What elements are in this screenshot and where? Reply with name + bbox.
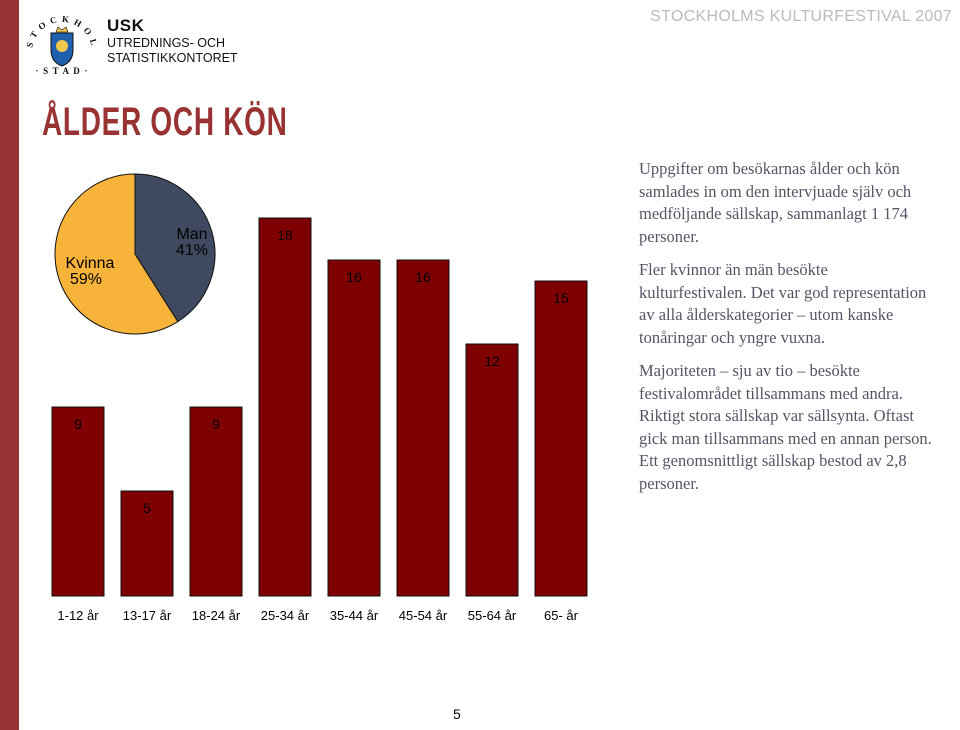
stockholms-stad-logo: S T O C K H O L M S · S T A D · [24, 8, 99, 76]
x-tick-label: 45-54 år [399, 608, 448, 623]
bar-value-label: 5 [143, 500, 151, 516]
x-tick-label: 18-24 år [192, 608, 241, 623]
x-tick-label: 13-17 år [123, 608, 172, 623]
pie-label-man: Man [176, 226, 207, 243]
bar-7 [465, 343, 519, 597]
bar-8 [534, 280, 588, 597]
bar-value-label: 9 [74, 416, 82, 432]
paragraph-3: Majoriteten – sju av tio – besökte festi… [639, 361, 932, 493]
pie-label-kvinna: Kvinna [66, 255, 115, 272]
bar-value-label: 16 [415, 269, 431, 285]
bar-value-label: 9 [212, 416, 220, 432]
paragraph-1: Uppgifter om besökarnas ålder och kön sa… [639, 159, 912, 246]
x-tick-label: 25-34 år [261, 608, 310, 623]
bar-1 [51, 406, 105, 597]
bar-4 [258, 217, 312, 597]
org-line-1: UTREDNINGS- OCH [107, 36, 226, 50]
x-tick-label: 55-64 år [468, 608, 517, 623]
bar-6 [396, 259, 450, 597]
pie-slice-kvinna [54, 173, 179, 335]
pie-value-kvinna: 59% [70, 271, 102, 288]
sidebar-stripe [0, 0, 19, 730]
bar-2 [120, 490, 174, 597]
org-name: USK UTREDNINGS- OCH STATISTIKKONTORET [107, 16, 238, 66]
pie-slice-man [134, 173, 216, 323]
bar-value-label: 18 [277, 227, 293, 243]
paragraph-2: Fler kvinnor än män besökte kulturfestiv… [639, 260, 927, 347]
org-abbr: USK [107, 16, 145, 35]
description-text: Uppgifter om besökarnas ålder och kön sa… [639, 158, 939, 506]
bar-5 [327, 259, 381, 597]
bar-value-label: 15 [553, 290, 569, 306]
page-number: 5 [453, 706, 461, 722]
x-tick-label: 1-12 år [57, 608, 99, 623]
bar-3 [189, 406, 243, 597]
x-tick-label: 65- år [544, 608, 579, 623]
pie-value-man: 41% [176, 242, 208, 259]
bar-value-label: 16 [346, 269, 362, 285]
festival-title: STOCKHOLMS KULTURFESTIVAL 2007 [650, 8, 952, 25]
age-gender-chart: 9 5 9 18 16 16 12 15 1-12 år 13-17 år 18-24 år 25-3… [51, 173, 588, 623]
org-line-2: STATISTIKKONTORET [107, 51, 238, 65]
page-title: ÅLDER OCH KÖN [42, 100, 288, 144]
svg-text:· S T A D ·: · S T A D · [35, 66, 88, 76]
bar-value-label: 12 [484, 353, 500, 369]
x-tick-label: 35-44 år [330, 608, 379, 623]
